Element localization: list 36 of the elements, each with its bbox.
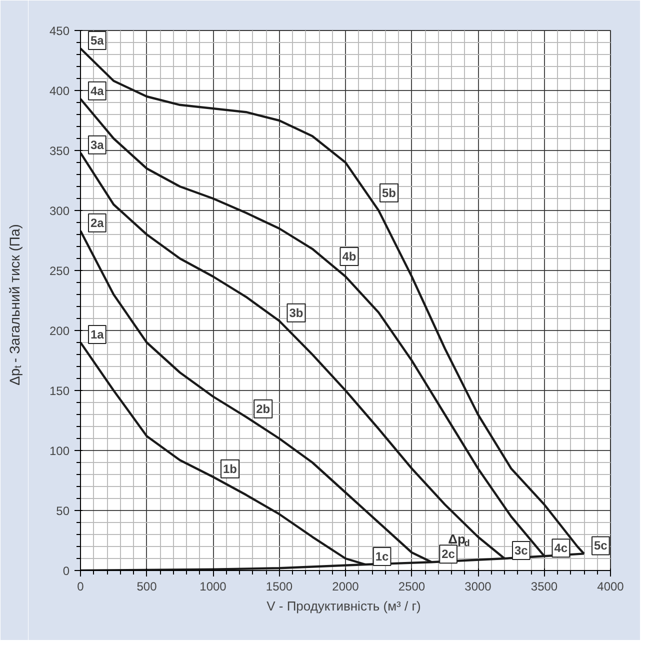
y-tick-label: 100 (49, 444, 70, 458)
x-tick-label: 2000 (332, 580, 360, 594)
annotation: 3b (289, 306, 304, 320)
annotation: 1c (375, 550, 390, 564)
annotation: 1a (90, 328, 104, 342)
x-tick-label: 4000 (597, 580, 624, 594)
x-tick-label: 500 (136, 580, 158, 594)
annotation: 3a (90, 138, 104, 152)
y-axis-title: Δpt - Загальний тиск (Па) (6, 224, 24, 386)
x-tick-label: 1000 (200, 580, 227, 594)
x-tick-label: 2500 (398, 580, 426, 594)
y-tick-label: 450 (49, 24, 70, 38)
y-tick-label: 200 (49, 324, 70, 338)
annotation: 2b (256, 402, 270, 416)
y-tick-label: 400 (49, 84, 70, 98)
annotation: 2a (90, 216, 104, 230)
annotation: 5a (90, 34, 104, 48)
annotation: 4b (342, 250, 356, 264)
annotation: 4c (554, 541, 568, 556)
x-tick-label: 1500 (266, 580, 293, 594)
y-tick-label: 250 (49, 264, 70, 278)
x-tick-label: 3000 (464, 580, 492, 594)
annotation: 5b (382, 186, 396, 200)
annotation: 2c (442, 547, 456, 562)
x-tick-label: 0 (77, 580, 84, 594)
x-tick-label: 3500 (530, 580, 558, 594)
y-tick-label: 0 (62, 564, 70, 578)
annotation: 4a (90, 84, 104, 98)
y-tick-label: 50 (56, 504, 70, 518)
annotation: 3c (514, 544, 528, 558)
annotation: 5c (594, 538, 608, 553)
y-tick-label: 350 (49, 144, 70, 158)
annotation: 1b (223, 462, 238, 476)
y-tick-label: 300 (49, 204, 70, 218)
x-axis-title: V - Продуктивність (м³ / г) (266, 598, 421, 614)
y-tick-label: 150 (49, 384, 70, 398)
